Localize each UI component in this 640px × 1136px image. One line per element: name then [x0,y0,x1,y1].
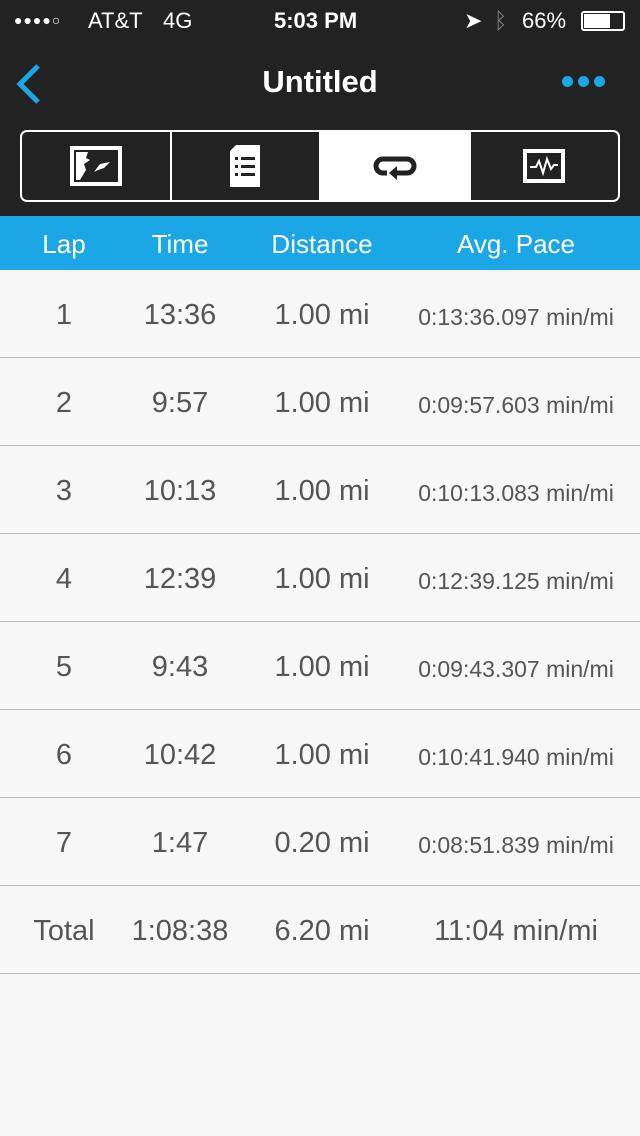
view-segmented-control [20,130,620,202]
status-bar: ●●●●○ AT&T 4G 5:03 PM ➤ ᛒ 66% [0,0,640,40]
location-icon: ➤ [464,8,483,33]
table-row: 2 9:57 1.00 mi 0:09:57.603 min/mi [0,358,640,446]
table-row: 3 10:13 1.00 mi 0:10:13.083 min/mi [0,446,640,534]
lap-avg-pace: 0:09:57.603 min/mi [418,392,614,418]
chart-pulse-icon [523,149,566,183]
tab-map[interactable] [22,132,172,200]
lap-number: 4 [55,563,73,595]
laps-loop-icon [373,156,417,180]
header-time: Time [151,229,209,259]
lap-time: 1:47 [151,827,209,859]
lap-distance: 1.00 mi [274,299,370,331]
total-lap-distance: 6.20 mi [274,915,370,947]
lap-time: 12:39 [143,563,217,595]
header-distance: Distance [271,229,373,259]
battery-icon [581,11,625,31]
table-row: 4 12:39 1.00 mi 0:12:39.125 min/mi [0,534,640,622]
top-bar: ●●●●○ AT&T 4G 5:03 PM ➤ ᛒ 66% Untitled [0,0,640,216]
lap-avg-pace: 0:08:51.839 min/mi [418,832,614,858]
total-lap-time: 1:08:38 [131,915,229,947]
lap-avg-pace: 0:09:43.307 min/mi [418,656,614,682]
lap-time: 9:57 [151,387,209,419]
total-row: Total 1:08:38 6.20 mi 11:04 min/mi [0,886,640,974]
lap-avg-pace: 0:12:39.125 min/mi [418,568,614,594]
table-row: 7 1:47 0.20 mi 0:08:51.839 min/mi [0,798,640,886]
lap-avg-pace: 0:10:41.940 min/mi [418,744,614,770]
more-options-button[interactable] [562,76,605,87]
header-lap: Lap [42,229,86,259]
lap-time: 13:36 [143,299,217,331]
lap-distance: 1.00 mi [274,739,370,771]
lap-distance: 1.00 mi [274,651,370,683]
lap-avg-pace: 0:10:13.083 min/mi [418,480,614,506]
lap-time: 9:43 [151,651,209,683]
total-lap-number: Total [33,915,95,947]
network: 4G [163,8,193,33]
lap-number: 2 [55,387,73,419]
list-document-icon [230,145,261,187]
battery-percent: 66% [522,8,567,33]
tab-details[interactable] [172,132,321,200]
header-avg-pace: Avg. Pace [456,229,576,259]
lap-time: 10:42 [143,739,217,771]
table-row: 1 13:36 1.00 mi 0:13:36.097 min/mi [0,270,640,358]
table-row: 6 10:42 1.00 mi 0:10:41.940 min/mi [0,710,640,798]
lap-distance: 1.00 mi [274,475,370,507]
lap-avg-pace: 0:13:36.097 min/mi [418,304,614,330]
table-header: Lap Time Distance Avg. Pace [0,216,640,270]
signal-icon: ●●●●○ [14,12,62,28]
lap-distance: 0.20 mi [274,827,370,859]
bluetooth-icon: ᛒ [494,8,508,33]
page-title: Untitled [262,64,378,99]
lap-distance: 1.00 mi [274,387,370,419]
lap-distance: 1.00 mi [274,563,370,595]
back-chevron-icon[interactable] [14,62,44,106]
lap-time: 10:13 [143,475,217,507]
map-icon [69,146,122,186]
lap-number: 7 [55,827,73,859]
table-row: 5 9:43 1.00 mi 0:09:43.307 min/mi [0,622,640,710]
lap-number: 5 [55,651,73,683]
lap-number: 3 [55,475,73,507]
tab-charts[interactable] [471,132,619,200]
tab-laps[interactable] [321,132,471,200]
lap-number: 1 [55,299,73,331]
lap-number: 6 [55,739,73,771]
total-lap-avg-pace: 11:04 min/mi [434,915,598,947]
carrier: AT&T [88,8,143,33]
clock: 5:03 PM [274,8,358,33]
